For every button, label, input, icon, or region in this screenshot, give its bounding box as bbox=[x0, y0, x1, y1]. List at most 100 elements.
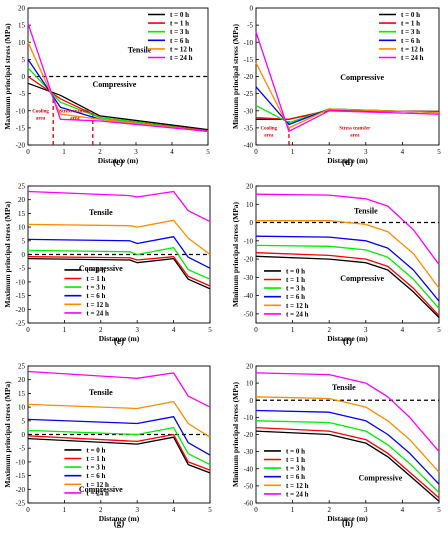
legend-entry: t = 12 h bbox=[401, 45, 424, 53]
x-tick-label: 1 bbox=[291, 506, 295, 514]
annotation-text: Tensile bbox=[89, 388, 113, 397]
panel-label: (g) bbox=[114, 518, 125, 528]
annotation-text: Compressive bbox=[340, 73, 384, 82]
x-tick-label: 2 bbox=[327, 506, 331, 514]
series-line-0 bbox=[255, 255, 440, 318]
x-tick-label: 3 bbox=[135, 326, 139, 334]
y-tick-label: -20 bbox=[16, 486, 26, 494]
series-line-1 bbox=[27, 256, 211, 287]
x-tick-label: 4 bbox=[170, 148, 174, 156]
legend-entry: t = 12 h bbox=[86, 301, 109, 309]
y-axis-label: Maximum principal stress (MPa) bbox=[3, 23, 12, 130]
legend-entry: t = 3 h bbox=[286, 465, 305, 473]
legend-entry: t = 6 h bbox=[86, 292, 105, 300]
y-tick-label: 20 bbox=[246, 183, 254, 191]
legend-entry: t = 12 h bbox=[286, 302, 309, 310]
chart-panel-4: -25 -20 -15 -10 -5 0 5 10 15 20 25 0 1 2 3 4 5 Distance (… bbox=[3, 363, 212, 529]
legend-entry: t = 6 h bbox=[286, 473, 305, 481]
annotation-text: Compressive bbox=[340, 274, 384, 283]
x-tick-label: 1 bbox=[63, 506, 67, 514]
y-tick-label: -5 bbox=[247, 22, 253, 30]
legend-entry: t = 12 h bbox=[286, 482, 309, 490]
series-line-1 bbox=[27, 433, 211, 471]
y-tick-label: -40 bbox=[244, 465, 254, 473]
series-line-2 bbox=[255, 420, 440, 494]
legend-entry: t = 24 h bbox=[286, 490, 309, 498]
annotation-text: area bbox=[264, 133, 274, 138]
y-tick-label: -20 bbox=[244, 431, 254, 439]
panel-label: (d) bbox=[342, 157, 353, 167]
legend: t = 0 ht = 1 ht = 3 ht = 6 ht = 12 ht = … bbox=[64, 266, 109, 317]
x-tick-label: 3 bbox=[135, 506, 139, 514]
legend: t = 0 ht = 1 ht = 3 ht = 6 ht = 12 ht = … bbox=[264, 447, 309, 498]
y-tick-label: -20 bbox=[16, 306, 26, 314]
x-axis-label: Distance (m) bbox=[98, 156, 139, 165]
panel-label: (e) bbox=[114, 336, 124, 346]
legend-entry: t = 0 h bbox=[401, 11, 420, 19]
y-tick-label: 15 bbox=[18, 22, 26, 30]
legend-entry: t = 1 h bbox=[86, 275, 105, 283]
legend-entry: t = 0 h bbox=[170, 11, 189, 19]
y-tick-label: 20 bbox=[246, 363, 254, 371]
annotation-text: area bbox=[350, 133, 360, 138]
x-axis-label: Distance (m) bbox=[99, 334, 140, 343]
legend-entry: t = 24 h bbox=[401, 54, 424, 62]
chart-panel-3: -50 -40 -30 -20 -10 0 10 20 0 1 2 3 4 5 Distance (m) Mi… bbox=[231, 183, 441, 347]
x-axis-label: Distance (m) bbox=[327, 334, 368, 343]
series-line-2 bbox=[255, 244, 440, 309]
annotation-text: Compressive bbox=[79, 485, 123, 494]
legend-entry: t = 24 h bbox=[86, 489, 109, 497]
legend-entry: t = 3 h bbox=[170, 28, 189, 36]
legend-entry: t = 6 h bbox=[286, 293, 305, 301]
legend-entry: t = 3 h bbox=[401, 28, 420, 36]
y-axis-label: Minimum principal stress (MPa) bbox=[231, 381, 240, 487]
legend: t = 0 ht = 1 ht = 3 ht = 6 ht = 12 ht = … bbox=[64, 446, 109, 497]
series-line-1 bbox=[255, 426, 440, 499]
series-line-4 bbox=[256, 220, 440, 289]
annotation-text: Cooling bbox=[32, 109, 49, 114]
y-tick-label: -40 bbox=[244, 292, 254, 300]
x-tick-label: 5 bbox=[437, 506, 441, 514]
y-tick-label: 5 bbox=[22, 417, 26, 425]
annotation-text: area bbox=[36, 116, 46, 121]
legend-entry: t = 6 h bbox=[86, 472, 105, 480]
annotation-text: Tensile bbox=[128, 46, 152, 55]
y-tick-label: -30 bbox=[244, 274, 254, 282]
x-axis-label: Distance (m) bbox=[327, 156, 368, 165]
annotation-text: area bbox=[70, 116, 80, 121]
series-line-2 bbox=[27, 67, 209, 132]
chart-panel-5: -60 -50 -40 -30 -20 -10 0 10 20 0 1 2 3 4 5 Distance (m… bbox=[231, 363, 441, 529]
y-tick-label: -5 bbox=[19, 445, 25, 453]
legend-entry: t = 3 h bbox=[86, 464, 105, 472]
x-tick-label: 1 bbox=[291, 326, 295, 334]
y-tick-label: -25 bbox=[244, 90, 254, 98]
series-line-4 bbox=[255, 62, 440, 129]
y-tick-label: 0 bbox=[250, 219, 254, 227]
y-tick-label: -20 bbox=[244, 256, 254, 264]
y-tick-label: -5 bbox=[19, 265, 25, 273]
x-tick-label: 5 bbox=[208, 326, 212, 334]
legend-entry: t = 24 h bbox=[170, 54, 193, 62]
annotation-text: Tensile bbox=[332, 383, 356, 392]
x-tick-label: 3 bbox=[364, 148, 368, 156]
legend: t = 0 ht = 1 ht = 3 ht = 6 ht = 12 ht = … bbox=[148, 11, 193, 62]
x-tick-label: 0 bbox=[26, 506, 30, 514]
y-axis-label: Maximum principal stress (MPa) bbox=[3, 381, 12, 488]
series-line-5 bbox=[255, 193, 440, 265]
series-line-3 bbox=[27, 416, 211, 456]
series-line-3 bbox=[255, 86, 440, 126]
y-tick-label: -20 bbox=[244, 73, 254, 81]
y-tick-label: 0 bbox=[22, 251, 26, 259]
y-tick-label: -30 bbox=[244, 107, 254, 115]
y-tick-label: -15 bbox=[16, 124, 26, 132]
x-tick-label: 2 bbox=[98, 148, 102, 156]
y-tick-label: -10 bbox=[16, 278, 26, 286]
legend-entry: t = 6 h bbox=[401, 37, 420, 45]
chart-panel-2: -25 -20 -15 -10 -5 0 5 10 15 20 25 0 1 2 3 4 5 Distance (… bbox=[3, 183, 212, 347]
legend-entry: t = 1 h bbox=[286, 276, 305, 284]
legend-entry: t = 1 h bbox=[170, 20, 189, 28]
legend-entry: t = 6 h bbox=[170, 37, 189, 45]
legend-entry: t = 12 h bbox=[86, 481, 109, 489]
x-tick-label: 2 bbox=[327, 148, 331, 156]
